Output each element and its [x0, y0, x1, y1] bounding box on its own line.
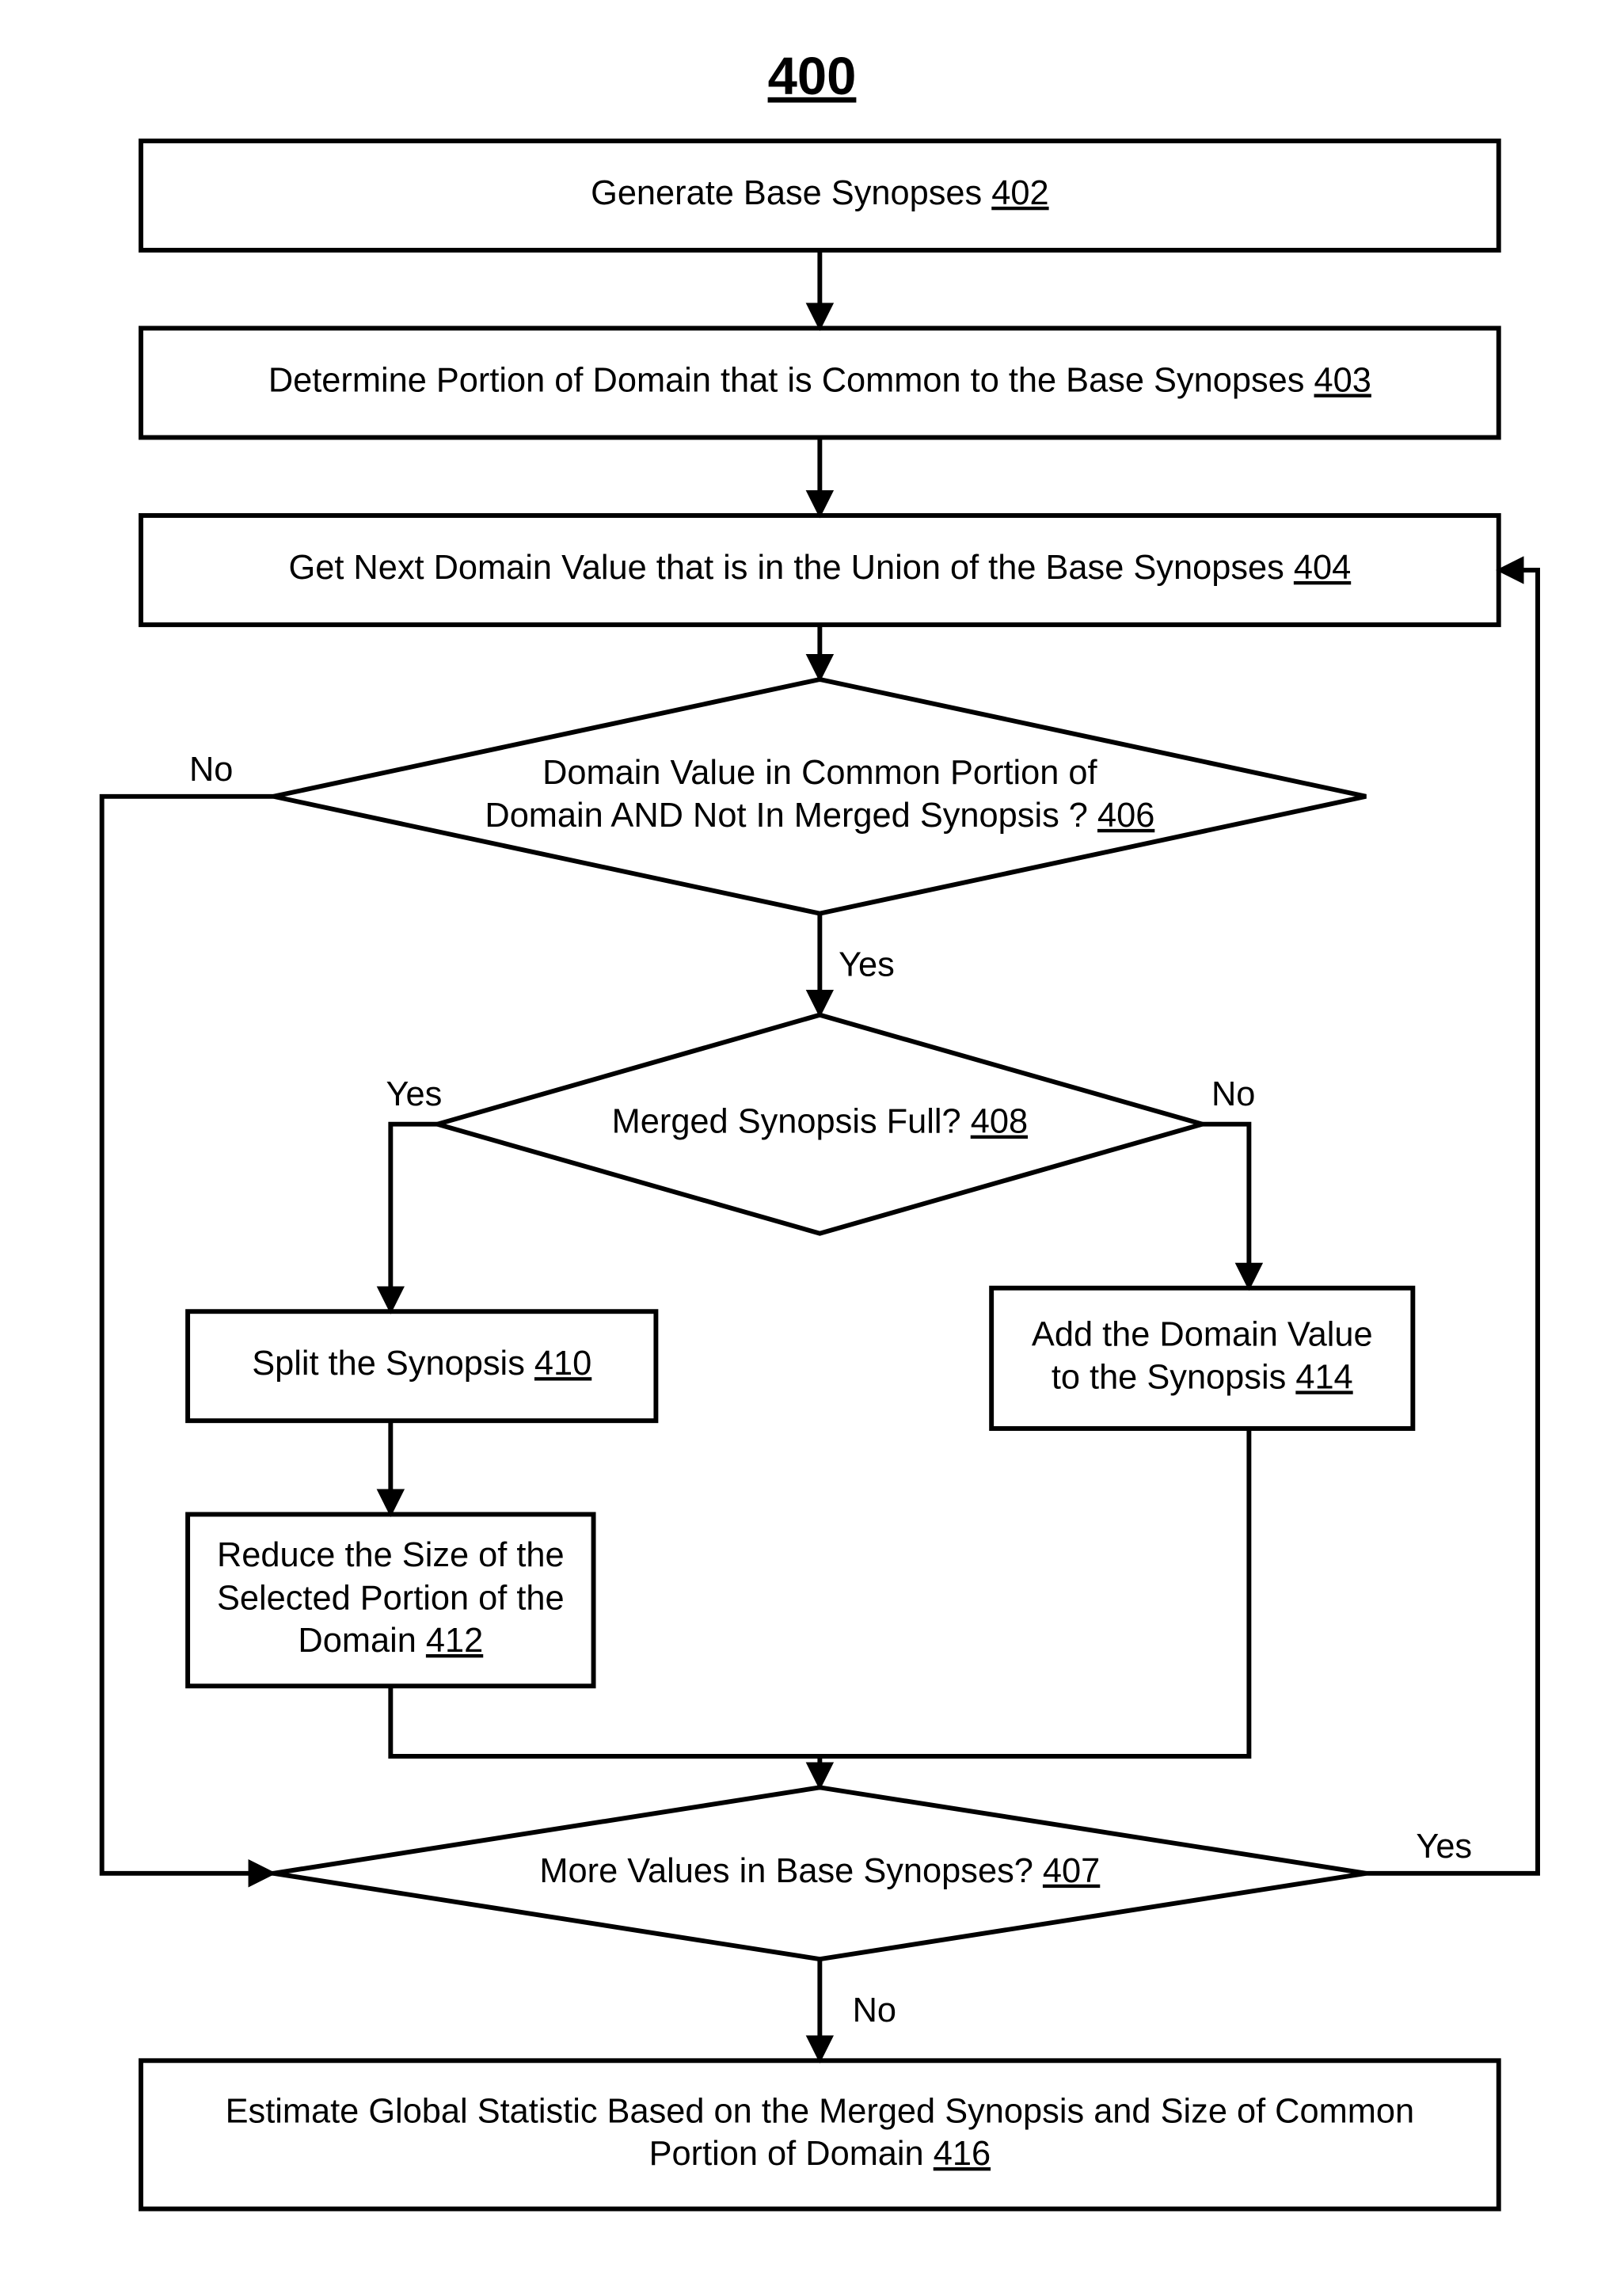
ref-number: 404	[1294, 549, 1351, 587]
ref-number: 416	[934, 2135, 991, 2173]
node-403: Determine Portion of Domain that is Comm…	[141, 328, 1499, 437]
edge-10	[1366, 570, 1538, 1873]
edge-label: No	[853, 1991, 896, 2029]
node-text: Split the Synopsis 410	[252, 1345, 591, 1383]
ref-number: 406	[1097, 797, 1154, 835]
node-text: Generate Base Synopses 402	[591, 174, 1049, 212]
node-407: More Values in Base Synopses? 407	[274, 1787, 1367, 1959]
edge-label: Yes	[386, 1075, 443, 1113]
node-406: Domain Value in Common Portion of Domain …	[274, 679, 1367, 914]
node-text: Add the Domain Value	[1032, 1316, 1373, 1354]
node-414: Add the Domain Value to the Synopsis 414	[991, 1288, 1413, 1428]
node-408: Merged Synopsis Full? 408	[437, 1015, 1202, 1234]
node-text: Selected Portion of the	[217, 1579, 565, 1617]
ref-number: 412	[426, 1622, 483, 1660]
flowchart-400: 400 Generate Base Synopses 402 Determine P…	[32, 32, 1592, 2232]
node-404: Get Next Domain Value that is in the Uni…	[141, 515, 1499, 625]
edge-8	[390, 1686, 820, 1787]
node-text: Get Next Domain Value that is in the Uni…	[288, 549, 1351, 587]
edge-6	[1202, 1124, 1249, 1288]
node-text: More Values in Base Synopses? 407	[539, 1852, 1100, 1890]
figure-title: 400	[768, 47, 857, 106]
ref-number: 414	[1295, 1359, 1352, 1397]
node-text: Portion of Domain 416	[649, 2135, 991, 2173]
node-text: Merged Synopsis Full? 408	[612, 1103, 1028, 1141]
edge-label: Yes	[839, 945, 895, 983]
ref-number: 402	[991, 174, 1048, 212]
node-text: Reduce the Size of the	[217, 1536, 565, 1574]
node-text: Domain 412	[298, 1622, 483, 1660]
edge-9	[820, 1428, 1249, 1756]
ref-number: 407	[1043, 1852, 1100, 1890]
node-text: Estimate Global Statistic Based on the M…	[226, 2092, 1414, 2130]
node-text: Determine Portion of Domain that is Comm…	[268, 362, 1371, 400]
edge-5	[390, 1124, 437, 1312]
node-text: Domain Value in Common Portion of	[542, 754, 1097, 792]
node-402: Generate Base Synopses 402	[141, 141, 1499, 250]
node-412: Reduce the Size of the Selected Portion o…	[188, 1514, 593, 1686]
ref-number: 408	[971, 1103, 1028, 1141]
node-text: Domain AND Not In Merged Synopsis ? 406	[485, 797, 1154, 835]
edge-label: No	[189, 751, 233, 789]
node-410: Split the Synopsis 410	[188, 1311, 656, 1421]
edge-label: No	[1211, 1075, 1255, 1113]
edge-label: Yes	[1416, 1828, 1472, 1866]
ref-number: 403	[1314, 362, 1371, 400]
node-text: to the Synopsis 414	[1052, 1359, 1353, 1397]
node-416: Estimate Global Statistic Based on the M…	[141, 2060, 1499, 2208]
ref-number: 410	[534, 1345, 591, 1383]
